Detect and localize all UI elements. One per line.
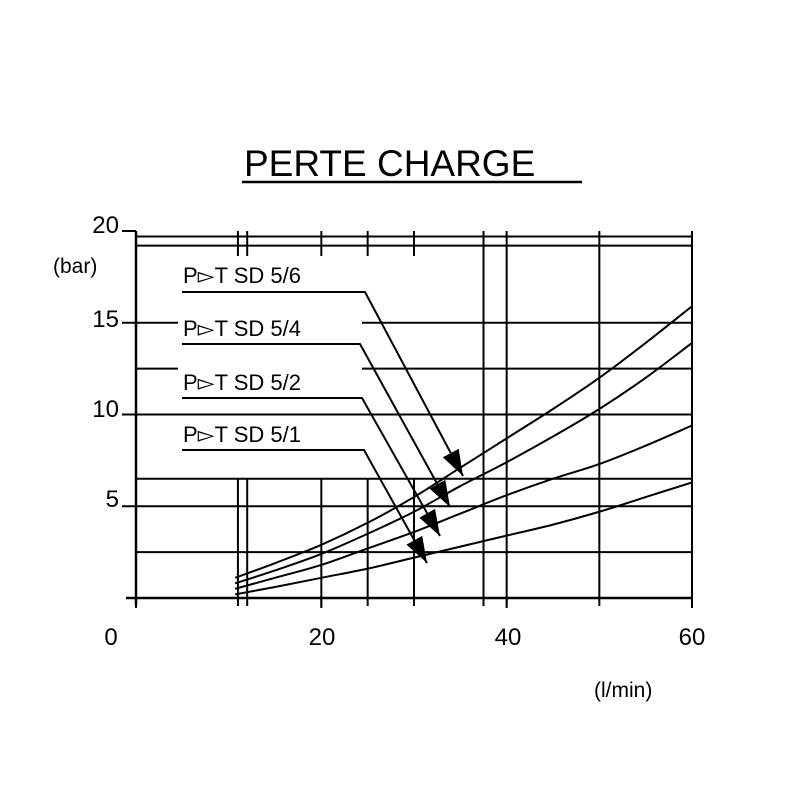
leader-line-0 — [182, 291, 464, 477]
series-line-1 — [234, 342, 693, 585]
series-label-sd-5-4: P▻T SD 5/4 — [183, 316, 301, 341]
leader-arrowhead-1 — [429, 479, 450, 507]
series-label-sd-5-6: P▻T SD 5/6 — [183, 263, 301, 288]
y-tick-label-15: 15 — [92, 306, 119, 333]
x-tick-label-40: 40 — [495, 624, 522, 651]
x-axis-label: (l/min) — [594, 679, 652, 702]
leader-line-1 — [182, 343, 451, 508]
leader-arrowhead-0 — [442, 448, 463, 476]
series-line-0 — [234, 305, 693, 579]
x-tick-label-0: 0 — [104, 624, 117, 651]
x-tick-label-60: 60 — [679, 624, 706, 651]
y-tick-label-20: 20 — [92, 212, 119, 239]
y-axis-label: (bar) — [53, 255, 97, 278]
leader-line-2 — [182, 397, 441, 537]
y-tick-label-5: 5 — [106, 486, 119, 513]
x-tick-label-20: 20 — [309, 624, 336, 651]
series-label-sd-5-2: P▻T SD 5/2 — [183, 370, 301, 395]
chart-title: PERTE CHARGE — [244, 143, 535, 184]
series-line-3 — [234, 481, 693, 596]
y-tick-label-10: 10 — [92, 396, 119, 423]
leader-arrowhead-2 — [419, 508, 440, 536]
leader-line-3 — [182, 449, 428, 564]
leader-layer — [182, 291, 464, 564]
series-label-sd-5-1: P▻T SD 5/1 — [183, 422, 301, 447]
leader-arrowhead-3 — [406, 535, 427, 563]
series-line-2 — [234, 424, 693, 590]
